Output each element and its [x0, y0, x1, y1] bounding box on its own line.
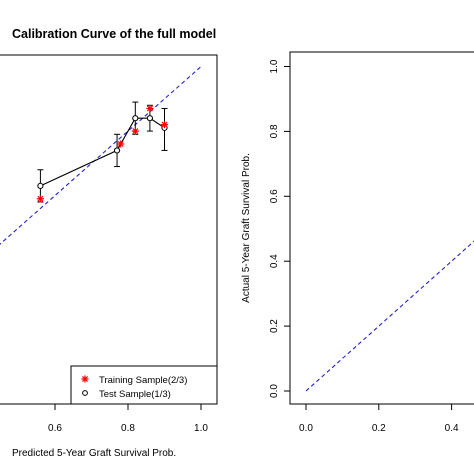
- test-point: [113, 147, 121, 154]
- legend-training-marker: [81, 375, 89, 383]
- right-y-axis-label: Actual 5-Year Graft Survival Prob.: [241, 153, 252, 303]
- right-y-tick-label: 0.2: [269, 319, 280, 333]
- legend-box: [70, 365, 218, 405]
- right-y-tick-label: 0.0: [269, 384, 280, 398]
- test-point-group: [113, 133, 121, 168]
- right-calibration-plot: 0.0 0.2 0.4 0.6 0.8 1.0 0.0 0.2 0.4: [269, 51, 474, 434]
- test-point: [132, 115, 139, 122]
- legend-test-label: Test Sample(1/3): [99, 389, 171, 400]
- test-point-group: [161, 108, 168, 151]
- left-legend: Training Sample(2/3) Test Sample(1/3): [70, 365, 218, 405]
- training-point: [160, 121, 169, 129]
- legend-training-label: Training Sample(2/3): [99, 375, 187, 386]
- right-y-tick-label: 0.6: [269, 189, 280, 203]
- left-plot-frame: [0, 54, 218, 405]
- legend-test-marker: [82, 390, 88, 396]
- test-point: [146, 115, 153, 122]
- right-x-tick-label: 0.2: [372, 423, 386, 434]
- training-point: [117, 140, 125, 148]
- right-x-tick-label: 0.0: [299, 423, 313, 434]
- right-plot-frame: [289, 51, 474, 405]
- right-y-tick-label: 0.8: [269, 124, 280, 138]
- right-y-tick-label: 0.4: [269, 254, 280, 268]
- left-x-tick-label: 0.6: [48, 423, 62, 434]
- left-calibration-plot: 0.6 0.8 1.0 Training Sample(2/3) Test Sample…: [0, 54, 218, 434]
- right-x-tick-label: 0.4: [445, 423, 459, 434]
- training-point: [146, 104, 154, 113]
- left-x-axis-label: Predicted 5-Year Graft Survival Prob.: [12, 448, 176, 459]
- left-x-tick-label: 1.0: [194, 423, 208, 434]
- test-point: [37, 182, 44, 189]
- test-series-line: [40, 117, 165, 187]
- right-reference-diagonal: [305, 240, 474, 392]
- left-reference-diagonal: [0, 66, 202, 245]
- right-y-tick-label: 1.0: [269, 59, 280, 73]
- left-x-tick-label: 0.8: [121, 423, 135, 434]
- training-point: [131, 127, 139, 135]
- training-point: [36, 195, 44, 203]
- left-chart-title: Calibration Curve of the full model: [12, 27, 216, 41]
